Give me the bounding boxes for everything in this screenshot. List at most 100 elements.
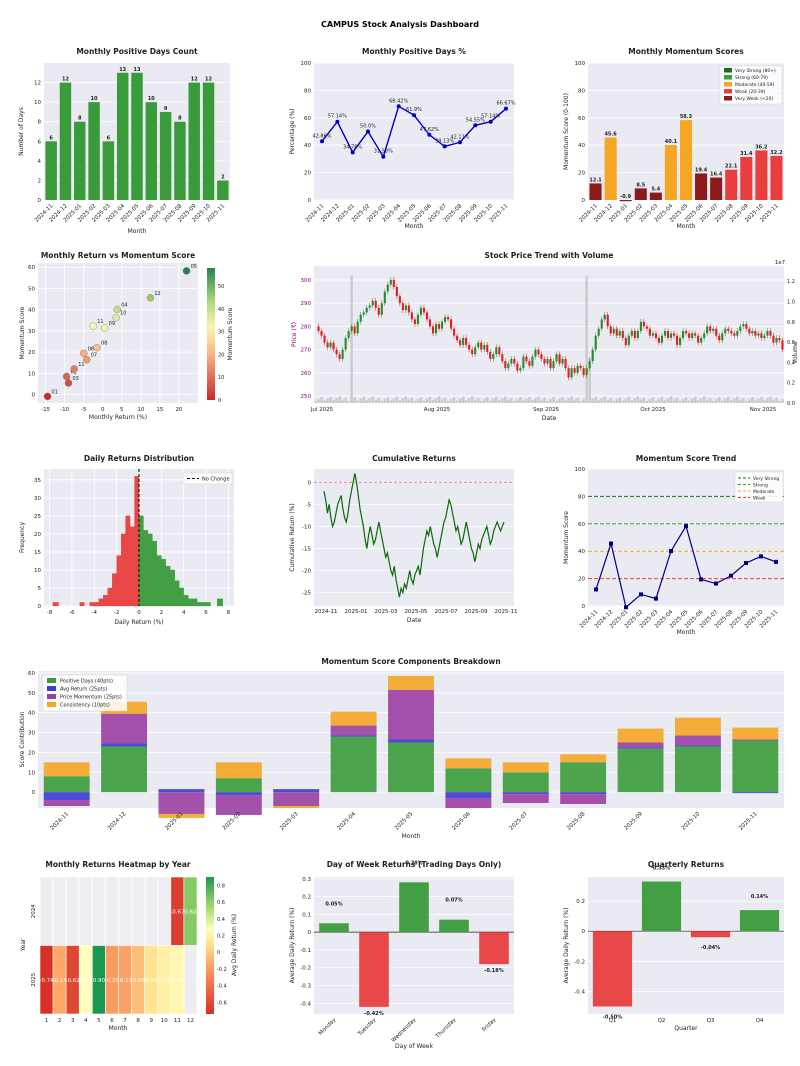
histogram-bar [125, 515, 131, 607]
histogram-bar [138, 515, 144, 607]
volume-bar [365, 400, 368, 403]
bar [399, 882, 429, 933]
candle [669, 333, 673, 338]
bar [664, 145, 677, 200]
candle [477, 342, 480, 348]
bar [174, 121, 186, 200]
volume-bar [561, 396, 564, 403]
stacked-bar-segment [732, 740, 779, 793]
volume-bar [597, 400, 600, 403]
volume-bar [410, 397, 414, 403]
volume-bar [763, 400, 766, 403]
cumulative_returns-ytick-label: -20 [302, 569, 311, 575]
candle [323, 335, 326, 343]
scatter-point [43, 392, 52, 401]
daily_returns_dist-xtick-label: 2 [160, 610, 164, 616]
price_trend-xtick-label: Nov 2025 [750, 407, 777, 413]
legend-label: Very Strong [753, 476, 779, 482]
volume-bar [733, 398, 736, 403]
volume-bar [618, 397, 622, 403]
bar-value-label: 10 [91, 96, 98, 102]
candle [431, 326, 435, 334]
point [699, 577, 703, 582]
candle [558, 354, 561, 364]
positive_days_count-title: Monthly Positive Days Count [76, 47, 198, 56]
components_breakdown-ytick-label: 10 [28, 770, 35, 776]
volume-bar [422, 400, 426, 403]
bar-value-label: -0.18% [484, 968, 503, 974]
bar [217, 180, 229, 200]
stacked-bar-segment [215, 762, 262, 779]
stacked-bar-segment [273, 789, 320, 793]
volume-bar [564, 400, 567, 403]
volume-bar [702, 396, 706, 403]
point [594, 587, 598, 592]
histogram-bar [134, 476, 140, 607]
colorbar-tick-label: 40 [218, 307, 224, 313]
volume-bar [672, 399, 676, 403]
bar-value-label: 8 [178, 116, 182, 122]
bar [592, 931, 633, 1007]
bar-value-label: 13 [134, 67, 141, 73]
day_of_week-title: Day of Week Returns (Trading Days Only) [327, 860, 502, 869]
bar [695, 173, 708, 200]
volume-bar [407, 399, 411, 403]
scatter-point [146, 294, 155, 302]
volume-bar [537, 396, 540, 403]
stacked-bar-segment [502, 762, 549, 773]
candle [489, 351, 492, 359]
legend-label: Strong [753, 483, 768, 489]
candle [666, 331, 670, 338]
candle [615, 328, 618, 336]
point-value-label: 34.78% [343, 144, 362, 150]
scatter-point-label: 07 [91, 353, 97, 359]
stacked-bar-segment [674, 746, 721, 793]
volume-bar [428, 396, 432, 403]
stacked-bar-segment [617, 748, 664, 793]
volume-bar [748, 399, 751, 403]
stacked-bar-segment [445, 758, 492, 769]
stacked-bar-segment [617, 742, 664, 748]
histogram-bar [183, 595, 189, 607]
histogram-bar [205, 602, 211, 607]
day_of_week-xtick-label: Wednesday [391, 1017, 418, 1044]
momentum_trend-title: Momentum Score Trend [636, 454, 736, 463]
return_vs_momentum-xtick-label: 20 [175, 407, 182, 413]
momentum_trend-ylabel: Momentum Score [563, 511, 570, 564]
components_breakdown-xtick-label: 2025-03 [279, 811, 300, 832]
stacked-bar-segment [560, 794, 607, 805]
volume-bar [600, 398, 603, 403]
candle [600, 319, 603, 329]
colorbar-tick-label: 0.6 [217, 900, 225, 906]
scatter-point-label: 12 [154, 291, 160, 297]
candle [428, 319, 432, 327]
candle [772, 335, 775, 343]
candle [531, 356, 534, 366]
volume-bar [721, 400, 724, 403]
stacked-bar-segment [502, 772, 549, 793]
volume-bar [570, 396, 573, 403]
cumulative_returns-ytick-label: -5 [306, 502, 312, 508]
daily_returns_dist-xtick-label: -4 [92, 610, 98, 616]
candle [329, 342, 332, 348]
scatter-point-label: 08 [101, 341, 107, 347]
scatter-point-label: 11 [78, 362, 84, 368]
day_of_week-ytick-label: -0.2 [300, 966, 311, 972]
stacked-bar-segment [388, 675, 434, 690]
volume-bar [492, 398, 495, 403]
candle [368, 305, 371, 308]
histogram-bar [143, 530, 149, 607]
return_vs_momentum-ytick-label: 0 [32, 393, 36, 399]
cumulative_returns-xtick-label: 2025-09 [465, 609, 488, 615]
bar [604, 137, 617, 200]
volume-bar [624, 398, 628, 403]
legend-swatch [47, 678, 56, 683]
candle [359, 314, 362, 322]
candle [603, 314, 606, 320]
volume-bar [555, 400, 558, 403]
bar [188, 82, 200, 200]
point [412, 113, 416, 118]
candle [694, 333, 697, 336]
bar [739, 910, 780, 932]
candle [543, 358, 546, 364]
